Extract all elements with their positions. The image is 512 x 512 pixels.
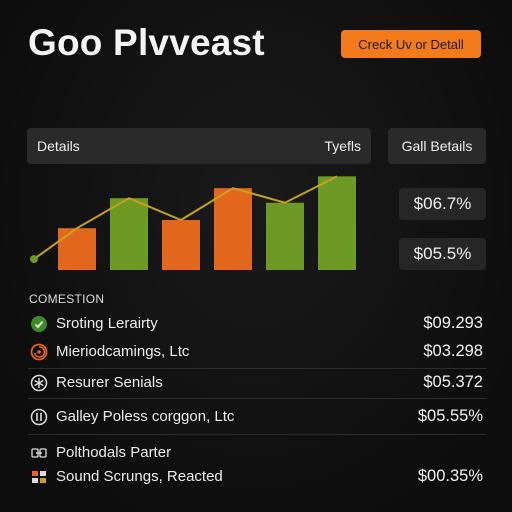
stat-value-2: $05.5% <box>399 238 486 270</box>
chart-start-point <box>30 255 38 264</box>
list-item-amount: $09.293 <box>423 314 483 332</box>
divider <box>28 398 486 399</box>
list-item-amount: $05.372 <box>423 373 483 391</box>
list-item[interactable]: Polthodals Parter <box>28 441 486 465</box>
divider <box>28 434 486 435</box>
types-column-header[interactable]: Tyefls <box>324 138 361 154</box>
list-item-amount: $05.55% <box>417 407 483 425</box>
list-item-name: Galley Poless corggon, Ltc <box>56 408 235 425</box>
bar-chart <box>30 175 356 270</box>
section-label: COMESTION <box>29 292 105 306</box>
list-item[interactable]: Sroting Lerairty $09.293 <box>28 312 486 336</box>
chart-bar <box>266 202 304 270</box>
list-item[interactable]: Sound Scrungs, Reacted $00.35% <box>28 465 486 489</box>
list-item-name: Sroting Lerairty <box>56 315 158 332</box>
table-header-bar: Details Tyefls <box>27 128 371 164</box>
list-item-name: Mieriodcamings, Ltc <box>56 343 190 360</box>
stat-value-1: $06.7% <box>399 188 486 220</box>
list-item-amount: $00.35% <box>417 467 483 485</box>
list-item-amount: $03.298 <box>423 342 483 360</box>
divider <box>28 368 486 369</box>
chart-bar <box>318 176 356 270</box>
chart-bar <box>110 198 148 270</box>
call-details-tab[interactable]: Gall Betails <box>388 128 486 164</box>
list-item[interactable]: Mieriodcamings, Ltc $03.298 <box>28 340 486 364</box>
chart-trend-line <box>33 175 338 260</box>
orange-swirl-icon <box>30 343 48 361</box>
page-title: Goo Plvveast <box>28 22 265 63</box>
list-item[interactable]: Resurer Senials $05.372 <box>28 371 486 395</box>
list-item[interactable]: Galley Poless corggon, Ltc $05.55% <box>28 405 486 429</box>
puzzle-icon <box>32 471 46 483</box>
list-item-name: Sound Scrungs, Reacted <box>56 468 223 485</box>
chart-bar <box>58 228 96 270</box>
list-item-name: Polthodals Parter <box>56 444 172 461</box>
list-item-name: Resurer Senials <box>56 374 163 391</box>
chart-bar <box>214 188 252 270</box>
handshake-icon <box>31 448 47 458</box>
check-details-button[interactable]: Creck Uv or Detall <box>341 30 481 58</box>
green-badge-icon <box>31 316 47 332</box>
pillar-circle-icon <box>30 408 48 426</box>
details-column-header[interactable]: Details <box>37 138 80 154</box>
asterisk-circle-icon <box>30 374 48 392</box>
chart-bar <box>162 220 200 270</box>
